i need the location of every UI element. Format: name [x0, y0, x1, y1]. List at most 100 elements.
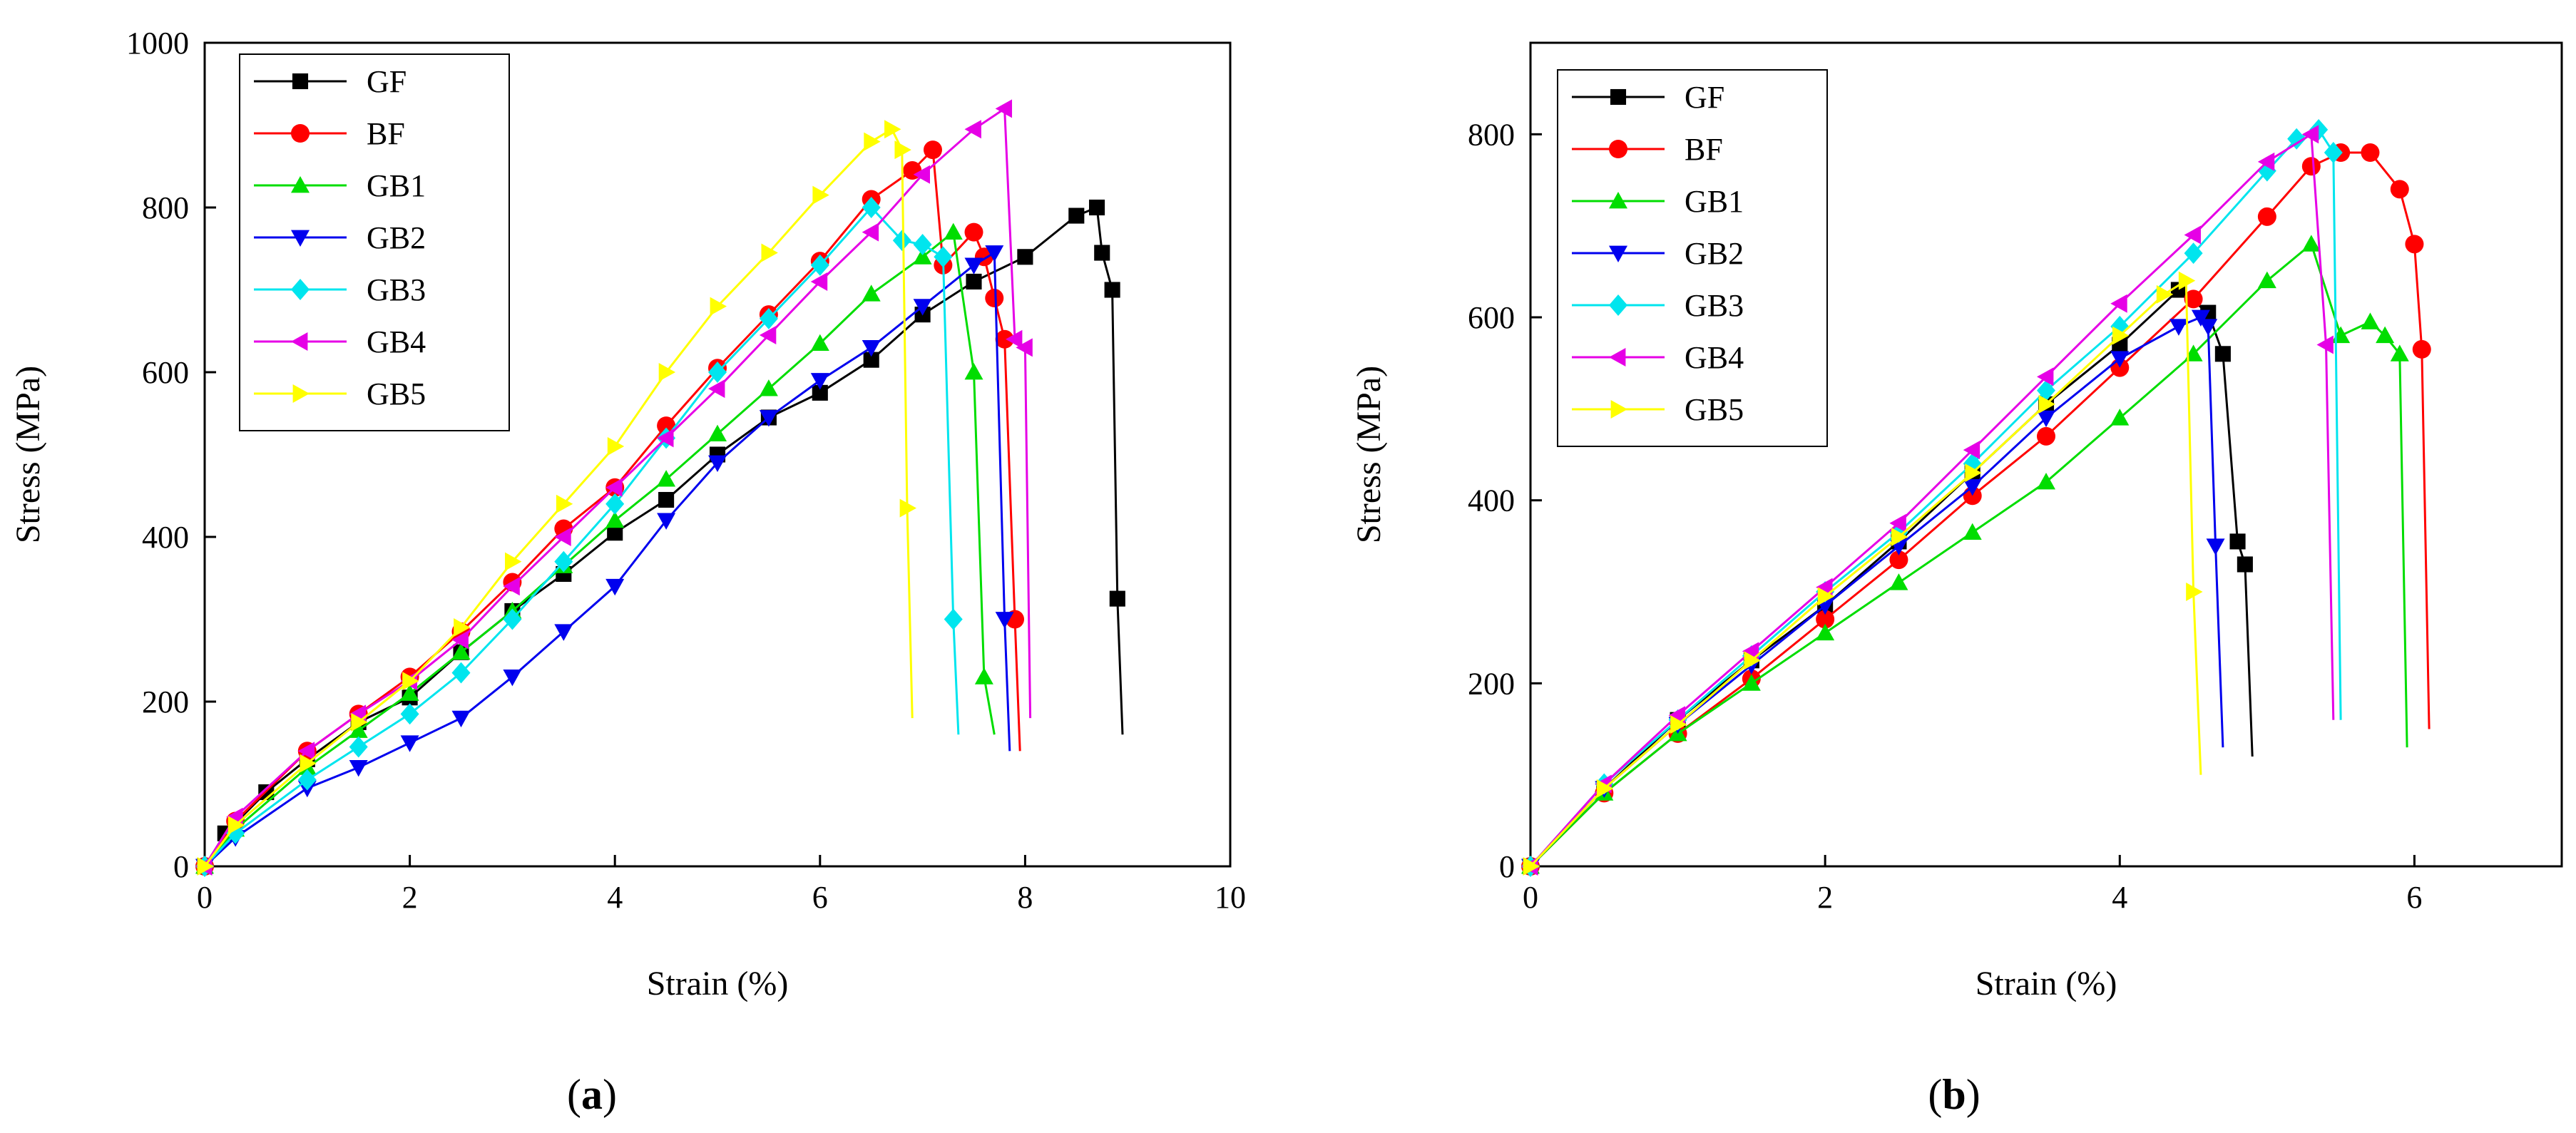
data-point-bf [964, 222, 983, 242]
data-point-gb3 [2287, 128, 2306, 150]
data-point-gb5 [1744, 651, 1761, 670]
data-point-gb2 [2037, 410, 2055, 428]
data-point-gb5 [1965, 463, 1982, 483]
data-point-gb4 [913, 165, 930, 184]
legend: GF BF GB1 GB2 GB3 GB4 GB5 [1557, 69, 1828, 447]
data-point-gb1 [913, 247, 932, 265]
legend: GF BF GB1 GB2 GB3 GB4 GB5 [239, 53, 510, 431]
data-point-gb4 [862, 222, 879, 242]
data-point-gb3 [913, 234, 932, 255]
legend-marker [1609, 348, 1626, 366]
data-point-gb2 [913, 299, 932, 316]
data-point-gf [2214, 346, 2231, 362]
legend-marker [291, 124, 310, 143]
data-point-gb3 [400, 703, 419, 725]
data-point-gb4 [503, 577, 520, 596]
data-point-gb3 [2324, 142, 2343, 163]
data-point-gb2 [451, 710, 471, 728]
data-point-gb3 [349, 736, 368, 758]
data-point-gb3 [297, 769, 317, 791]
data-point-gb4 [605, 478, 623, 497]
legend-marker [1610, 88, 1627, 106]
legend-marker [292, 384, 310, 403]
data-point-gb3 [708, 362, 727, 383]
x-tick-label: 2 [1817, 880, 1833, 915]
data-point-gb5 [1817, 587, 1835, 606]
data-point-gb3 [2037, 379, 2055, 401]
data-point-gb1 [1742, 674, 1761, 691]
data-point-gb1 [1963, 523, 1982, 540]
data-point-gb4 [1668, 706, 1685, 725]
data-point-gb5 [2178, 271, 2196, 290]
data-point-gb2 [2199, 319, 2218, 336]
data-point-gf [2229, 533, 2246, 550]
panel-label-close: ) [1966, 1071, 1980, 1118]
data-point-gb4 [2257, 152, 2275, 171]
data-point-gb3 [503, 608, 522, 630]
data-point-gb4 [657, 429, 674, 448]
data-point-bf [985, 289, 1004, 308]
data-point-gb4 [1742, 642, 1759, 661]
legend-marker [291, 176, 310, 193]
data-point-gb2 [862, 339, 881, 357]
x-tick-label: 10 [1215, 880, 1246, 915]
data-point-gb4 [708, 379, 725, 399]
y-tick-label: 200 [142, 685, 189, 719]
x-axis-title: Strain (%) [1976, 965, 2117, 1003]
data-point-gb4 [964, 120, 981, 139]
data-point-gb5 [1670, 715, 1687, 734]
data-point-gb1 [810, 334, 829, 351]
data-point-bf [1816, 610, 1835, 629]
data-point-gb5 [710, 297, 727, 316]
legend-entry-gb4: GB4 [1572, 340, 1744, 375]
data-point-gb5 [505, 552, 522, 571]
series-gb4 [1521, 125, 2335, 876]
data-point-gf [1109, 590, 1125, 607]
x-tick-label: 4 [607, 880, 623, 915]
legend-label: GB1 [1685, 184, 1744, 219]
data-point-gb2 [810, 373, 829, 390]
data-point-gb4 [2037, 367, 2054, 386]
data-point-gb3 [2184, 242, 2203, 265]
data-point-gb2 [995, 612, 1014, 629]
data-point-gb3 [226, 822, 245, 844]
data-point-gf [658, 491, 675, 508]
legend-label: GF [1685, 80, 1724, 115]
y-axis-title: Stress (MPa) [9, 366, 47, 543]
data-point-gb1 [2257, 271, 2276, 289]
data-point-gb4 [1889, 513, 1906, 533]
x-tick-label: 2 [402, 880, 418, 915]
data-point-gb2 [605, 578, 625, 596]
data-point-gb1 [2376, 326, 2395, 344]
data-point-gb1 [862, 284, 881, 302]
data-point-gb4 [810, 272, 828, 291]
data-point-gb5 [2186, 583, 2203, 601]
data-point-bf [2405, 235, 2424, 254]
data-point-gb2 [759, 410, 778, 427]
legend-label: GB3 [1685, 288, 1744, 323]
data-point-bf [2184, 289, 2203, 309]
data-point-gb5 [812, 185, 829, 205]
data-point-gb1 [400, 684, 419, 701]
legend-label: GB2 [1685, 236, 1744, 271]
data-point-gb2 [349, 760, 368, 777]
data-point-gb1 [605, 511, 625, 528]
legend-label: GB3 [367, 272, 426, 307]
data-point-gb5 [899, 498, 917, 518]
data-point-gb2 [400, 735, 419, 752]
legend-marker [1610, 400, 1627, 419]
data-point-bf [2037, 426, 2055, 446]
data-point-gf [1089, 199, 1105, 216]
legend-entry-gf: GF [254, 64, 407, 99]
series-line-gb4 [1529, 132, 2335, 867]
panel-label-open: ( [567, 1071, 581, 1118]
data-point-gb5 [402, 672, 419, 691]
series-line-gb4 [203, 106, 1032, 867]
data-point-gb1 [657, 470, 676, 487]
data-point-gb1 [2301, 235, 2321, 252]
series-gb5 [197, 120, 917, 876]
data-point-gb2 [2191, 309, 2210, 327]
data-point-gb4 [1816, 578, 1833, 597]
data-point-gb5 [894, 140, 911, 160]
